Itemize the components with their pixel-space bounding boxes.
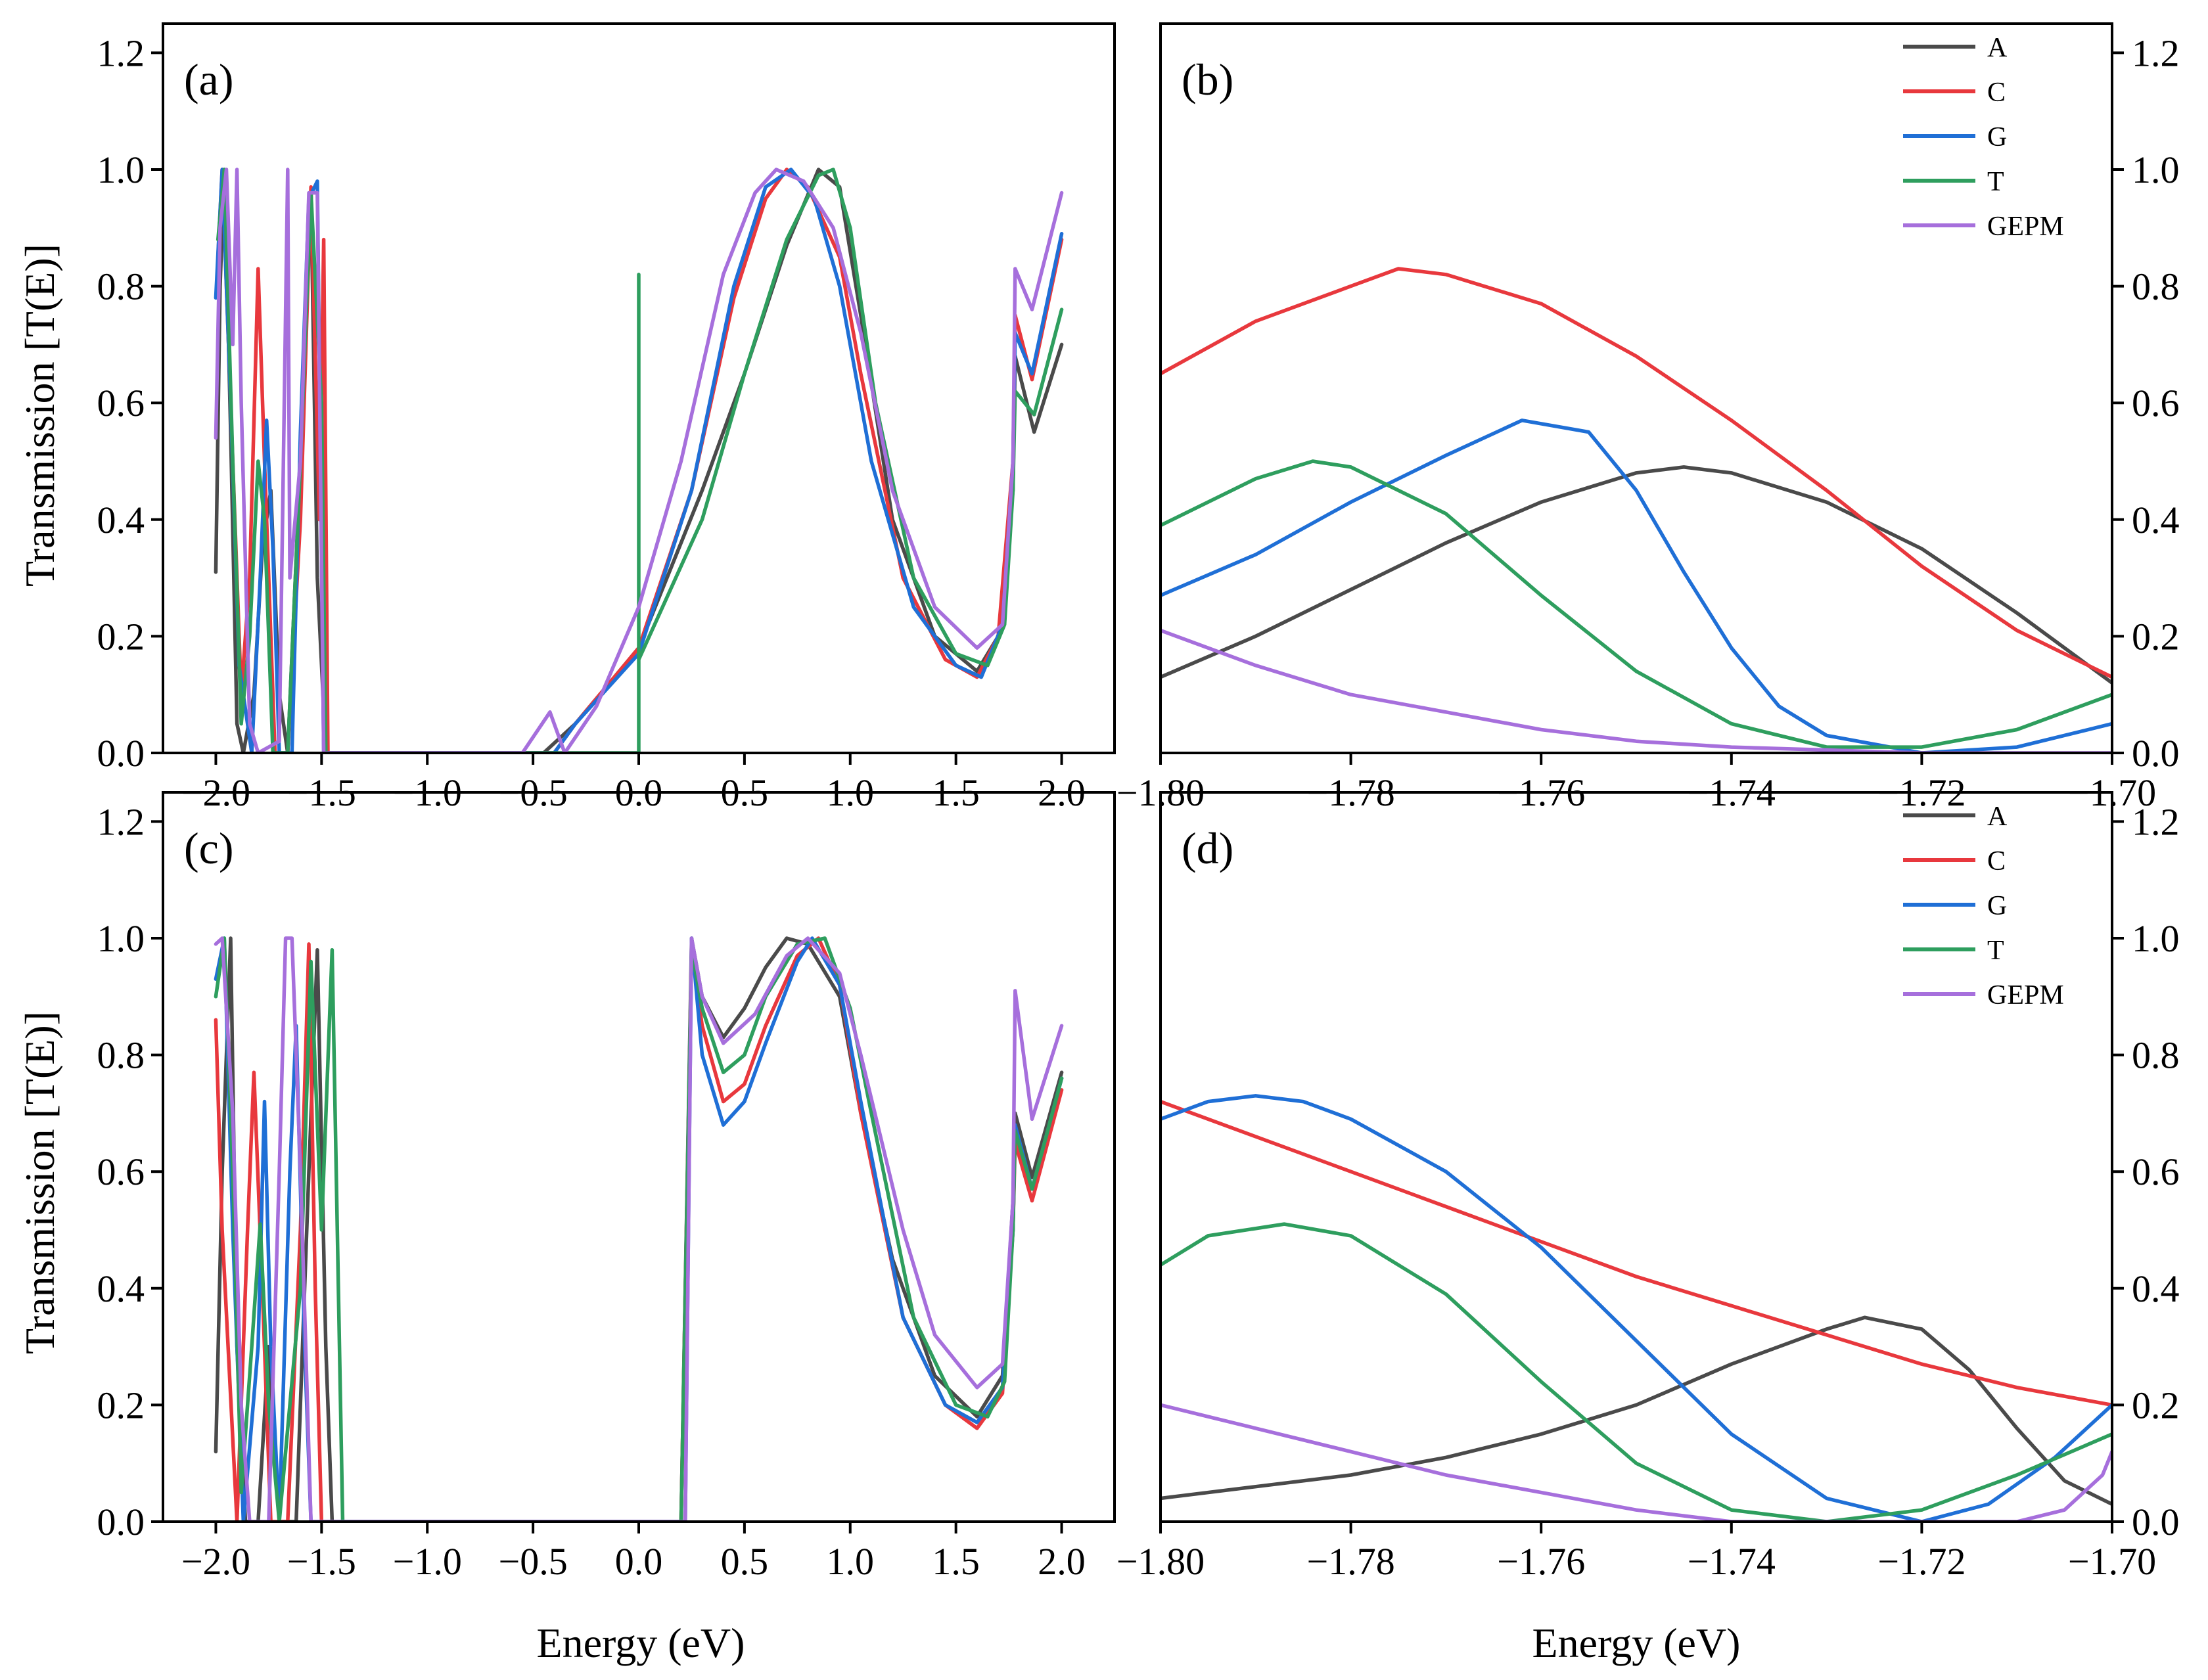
series-group [1161, 267, 2112, 753]
x-tick-label: 2.0 [1038, 1540, 1086, 1583]
y-tick-label: 1.2 [2132, 32, 2180, 74]
panel-a: −2.0 −1.5 −1.0 −0.5 0.0 0.5 1.0 1.5 2.00.00.20.4… [97, 22, 1116, 814]
legend-label-t: T [1987, 936, 2004, 966]
y-tick-label: 1.2 [97, 32, 145, 74]
legend-label-a: A [1987, 802, 2008, 832]
series-line-a [1161, 1315, 2112, 1507]
x-tick-label: −1.70 [2068, 1540, 2156, 1583]
series-line-gepm [1161, 628, 2112, 753]
y-tick-label: 1.0 [2132, 148, 2180, 191]
series-line-g [1161, 1094, 2112, 1522]
panel-label: (d) [1182, 823, 1233, 873]
x-tick-label: −1.80 [1116, 1540, 1205, 1583]
panel-c: −2.0 −1.5 −1.0 −0.5 0.0 0.5 1.0 1.5 2.0 0.0 0.2 0.4… [97, 791, 1116, 1583]
legend-label-gepm: GEPM [1987, 980, 2064, 1010]
y-tick-label: 0.4 [2132, 1267, 2180, 1310]
series-line-t [214, 936, 1064, 1522]
y-tick-label: 0.6 [97, 1150, 145, 1193]
y-tick-label: 0.4 [2132, 499, 2180, 541]
y-tick-label: 1.0 [97, 148, 145, 191]
panel-b: −1.80 −1.78 −1.76 −1.74 −1.72 −1.700.00.20.40… [1116, 22, 2180, 814]
y-tick-label: 0.4 [97, 499, 145, 541]
y-tick-label: 0.8 [97, 1034, 145, 1077]
x-tick-label: −1.76 [1497, 1540, 1585, 1583]
x-tick-label: −1.72 [1877, 1540, 1966, 1583]
x-tick-label: −1.5 [287, 1540, 356, 1583]
y-tick-label: 0.2 [2132, 615, 2180, 658]
series-group [214, 936, 1064, 1522]
y-tick-label: 1.2 [2132, 800, 2180, 843]
series-line-gepm [214, 168, 1064, 753]
y-axis-title-top: Transmission [T(E)] [16, 244, 63, 587]
legend-label-t: T [1987, 167, 2004, 197]
y-tick-label: 0.2 [97, 1384, 145, 1426]
x-tick-label: −0.5 [499, 1540, 568, 1583]
panel-label: (b) [1182, 55, 1233, 104]
y-tick-label: 0.0 [2132, 1501, 2180, 1543]
x-axis-title-left: Energy (eV) [537, 1620, 745, 1666]
x-tick-label: 1.0 [827, 1540, 875, 1583]
x-tick-label: 1.5 [932, 1540, 980, 1583]
series-group [1161, 1094, 2112, 1522]
y-axis-title-bottom: Transmission [T(E)] [16, 1011, 63, 1354]
y-tick-label: 1.0 [2132, 917, 2180, 960]
series-line-t [1161, 459, 2112, 749]
y-tick-label: 0.0 [97, 732, 145, 775]
series-line-g [1161, 419, 2112, 753]
x-tick-label: 0.0 [615, 1540, 663, 1583]
y-tick-label: 0.8 [2132, 1034, 2180, 1077]
series-line-t [216, 168, 1064, 753]
legend-label-c: C [1987, 846, 2006, 876]
panel-label: (c) [184, 823, 233, 873]
panel-label: (a) [184, 55, 233, 104]
x-tick-label: −1.0 [393, 1540, 462, 1583]
series-line-c [1161, 267, 2112, 679]
series-line-g [214, 936, 1064, 1522]
series-line-gepm [1161, 1403, 2112, 1522]
series-line-g [214, 168, 1064, 753]
y-tick-label: 0.2 [97, 615, 145, 658]
x-axis-title-right: Energy (eV) [1532, 1620, 1741, 1666]
x-tick-label: 0.5 [721, 1540, 769, 1583]
y-tick-label: 1.0 [97, 917, 145, 960]
x-tick-label: −2.0 [181, 1540, 250, 1583]
y-tick-label: 0.2 [2132, 1384, 2180, 1426]
y-tick-label: 0.6 [2132, 1150, 2180, 1193]
plot-frame [1159, 791, 2113, 1523]
series-line-a [1161, 465, 2112, 685]
series-line-t [1161, 1222, 2112, 1522]
y-tick-label: 0.4 [97, 1267, 145, 1310]
series-line-gepm [214, 936, 1064, 1522]
y-tick-label: 1.2 [97, 800, 145, 843]
legend-label-c: C [1987, 78, 2006, 108]
legend-label-gepm: GEPM [1987, 212, 2064, 242]
legend-label-g: G [1987, 891, 2007, 921]
plot-frame [1159, 22, 2113, 754]
y-tick-label: 0.0 [2132, 732, 2180, 775]
series-line-c [1161, 1099, 2112, 1407]
panel-d: −1.80 −1.78 −1.76 −1.74 −1.72 −1.700.0 0.2 0.4 0… [1116, 791, 2180, 1583]
legend-label-a: A [1987, 33, 2008, 63]
y-tick-label: 0.6 [97, 382, 145, 424]
series-group [214, 168, 1064, 753]
x-tick-label: −1.74 [1688, 1540, 1776, 1583]
y-tick-label: 0.8 [2132, 265, 2180, 308]
y-tick-label: 0.0 [97, 1501, 145, 1543]
x-tick-label: −1.78 [1306, 1540, 1394, 1583]
y-tick-label: 0.8 [97, 265, 145, 308]
y-tick-label: 0.6 [2132, 382, 2180, 424]
legend-label-g: G [1987, 122, 2007, 152]
